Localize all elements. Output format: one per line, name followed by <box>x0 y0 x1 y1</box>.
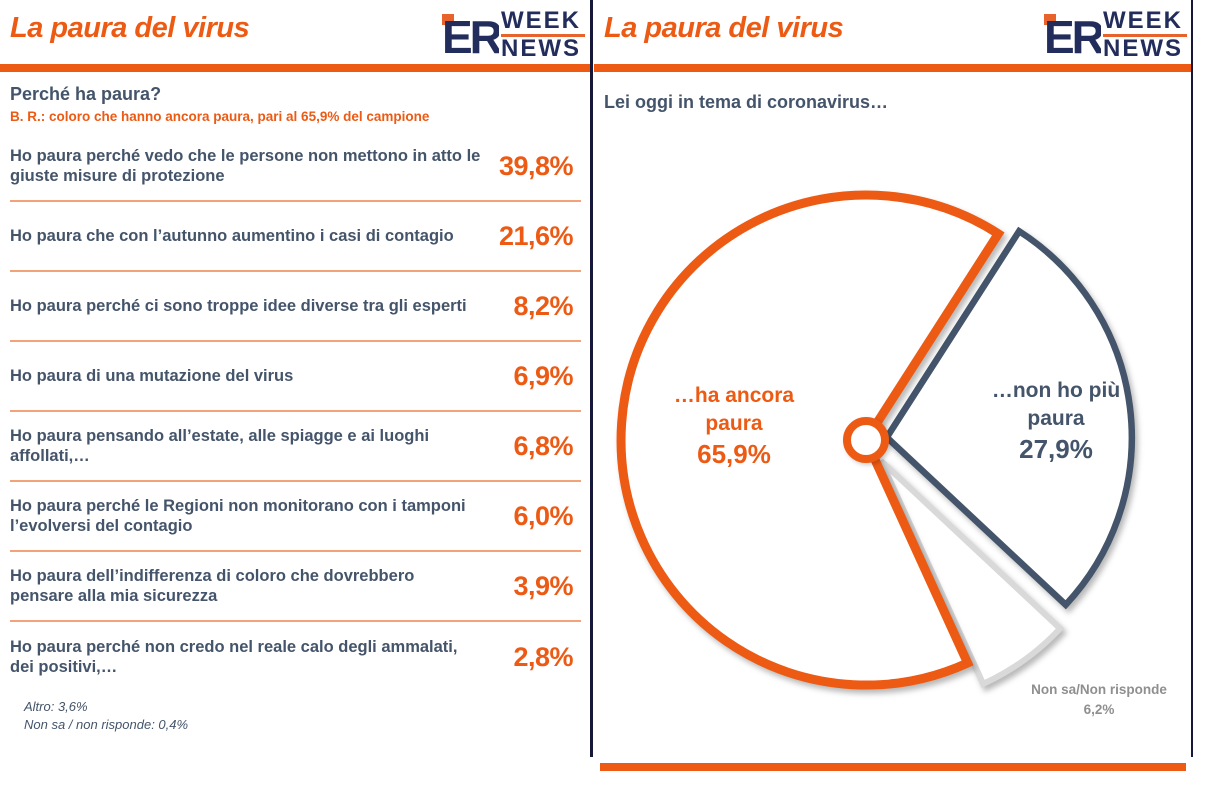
pie-label-non-ho-piu-line1: …non ho più <box>992 379 1120 402</box>
logo-divider <box>1103 33 1187 37</box>
reason-percent: 6,8% <box>513 430 573 461</box>
er-monogram-icon: ER <box>442 11 499 60</box>
pie-slice-non-ho-piu-paura <box>882 226 1136 610</box>
pie-chart: …ha ancora paura 65,9% …non ho più paura… <box>594 140 1186 760</box>
panel-header: La paura del virus ER WEEK NEWS <box>0 0 591 60</box>
svg-text:ER: ER <box>442 11 499 60</box>
logo-text: WEEK NEWS <box>1103 7 1187 62</box>
footnote-non-sa: Non sa / non risponde: 0,4% <box>24 716 189 732</box>
right-panel: La paura del virus ER WEEK NEWS Lei oggi… <box>594 0 1193 786</box>
page-title: La paura del virus <box>10 12 250 44</box>
panel-divider <box>590 0 593 757</box>
reason-percent: 21,6% <box>498 220 574 251</box>
reason-text: Ho paura dell’indifferenza di coloro che… <box>10 566 415 605</box>
brand-logo: ER WEEK NEWS <box>441 7 585 62</box>
reason-percent: 6,9% <box>513 360 573 391</box>
right-border <box>1191 0 1193 757</box>
logo-week-label: WEEK <box>1103 7 1183 34</box>
pie-label-ha-ancora-line2: paura <box>705 412 763 435</box>
brand-logo: ER WEEK NEWS <box>1043 7 1187 62</box>
reason-text: Ho paura pensando all’estate, alle spiag… <box>10 426 430 465</box>
section-question: Perché ha paura? <box>10 84 162 104</box>
reason-percent: 8,2% <box>513 290 573 321</box>
base-note: B. R.: coloro che hanno ancora paura, pa… <box>10 109 430 124</box>
reason-text: Ho paura perché ci sono troppe idee dive… <box>10 296 467 315</box>
reason-text: Ho paura che con l’autunno aumentino i c… <box>10 226 454 245</box>
list-item: Ho paura perché ci sono troppe idee dive… <box>10 272 581 342</box>
er-monogram-icon: ER <box>1044 11 1101 60</box>
reason-percent: 6,0% <box>513 500 573 531</box>
left-panel: La paura del virus ER WEEK NEWS Perché h… <box>0 0 591 786</box>
list-item: Ho paura che con l’autunno aumentino i c… <box>10 202 581 272</box>
reasons-list: Ho paura perché vedo che le persone non … <box>10 132 581 692</box>
pie-value-ha-ancora: 65,9% <box>697 439 771 469</box>
pie-label-non-ho-piu-line2: paura <box>1027 407 1085 430</box>
list-item: Ho paura di una mutazione del virus 6,9% <box>10 342 581 412</box>
logo-divider <box>501 33 585 37</box>
reason-text: Ho paura perché non credo nel reale calo… <box>10 637 458 676</box>
reason-percent: 3,9% <box>513 570 573 601</box>
reason-text: Ho paura perché le Regioni non monitoran… <box>10 496 466 535</box>
pie-slice-ha-ancora-paura <box>616 190 1005 690</box>
reason-text: Ho paura di una mutazione del virus <box>10 366 294 385</box>
bottom-accent-bar <box>600 763 1186 771</box>
list-item: Ho paura perché le Regioni non monitoran… <box>10 482 581 552</box>
pie-question: Lei oggi in tema di coronavirus… <box>604 92 889 112</box>
logo-news-label: NEWS <box>1103 34 1183 62</box>
pie-value-non-ho-piu: 27,9% <box>1019 434 1093 464</box>
list-item: Ho paura perché vedo che le persone non … <box>10 132 581 202</box>
logo-news-label: NEWS <box>501 34 581 62</box>
logo-week-label: WEEK <box>501 7 581 34</box>
pie-center-hole <box>843 417 889 463</box>
pie-label-non-sa: Non sa/Non risponde <box>1031 682 1167 697</box>
svg-text:ER: ER <box>1044 11 1101 60</box>
header-rule <box>594 64 1193 72</box>
footnotes: Altro: 3,6% Non sa / non risponde: 0,4% <box>24 698 591 733</box>
header-rule <box>0 64 591 72</box>
pie-slice-non-sa <box>878 458 1065 688</box>
panel-header: La paura del virus ER WEEK NEWS <box>594 0 1193 60</box>
list-item: Ho paura dell’indifferenza di coloro che… <box>10 552 581 622</box>
logo-text: WEEK NEWS <box>501 7 585 62</box>
list-item: Ho paura perché non credo nel reale calo… <box>10 622 581 692</box>
list-item: Ho paura pensando all’estate, alle spiag… <box>10 412 581 482</box>
footnote-altro: Altro: 3,6% <box>24 699 88 714</box>
pie-svg: …ha ancora paura 65,9% …non ho più paura… <box>616 190 1167 717</box>
pie-label-ha-ancora-line1: …ha ancora <box>674 384 795 407</box>
reason-percent: 2,8% <box>513 641 573 672</box>
reason-text: Ho paura perché vedo che le persone non … <box>10 146 481 185</box>
reason-percent: 39,8% <box>498 150 574 181</box>
page-title: La paura del virus <box>604 12 844 44</box>
pie-value-non-sa: 6,2% <box>1084 702 1115 717</box>
